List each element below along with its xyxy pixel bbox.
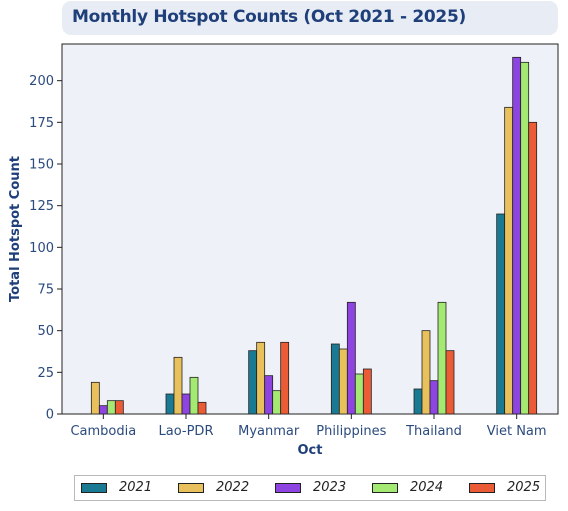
y-tick-label: 150 bbox=[29, 158, 54, 173]
y-tick-label: 125 bbox=[29, 199, 54, 214]
y-tick-label: 25 bbox=[37, 366, 54, 381]
bar bbox=[264, 375, 274, 415]
y-axis: 0 25 50 75 100 125 150 175 200 bbox=[29, 74, 62, 423]
bar bbox=[173, 356, 183, 415]
bar bbox=[165, 393, 175, 415]
x-tick-label: Cambodia bbox=[70, 424, 136, 439]
legend-label: 2021 bbox=[119, 480, 153, 495]
y-axis-title: Total Hotspot Count bbox=[8, 156, 23, 302]
y-tick-label: 75 bbox=[37, 283, 54, 298]
x-tick-label: Myanmar bbox=[238, 424, 300, 439]
bar bbox=[346, 301, 356, 415]
bar bbox=[90, 381, 100, 415]
y-tick-label: 0 bbox=[46, 408, 54, 423]
y-tick-label: 100 bbox=[29, 241, 54, 256]
legend-swatch bbox=[469, 483, 495, 493]
chart-title-box: Monthly Hotspot Counts (Oct 2021 - 2025) bbox=[62, 1, 558, 35]
bar bbox=[520, 61, 530, 415]
x-tick-label: Thailand bbox=[405, 424, 462, 439]
legend-label: 2024 bbox=[410, 480, 444, 495]
bar bbox=[256, 341, 266, 415]
x-axis-title: Oct bbox=[298, 443, 323, 458]
bar bbox=[445, 350, 455, 415]
x-tick-label: Lao-PDR bbox=[159, 424, 214, 439]
x-tick-label: Viet Nam bbox=[487, 424, 547, 439]
legend: 2021 2022 2023 2024 2025 bbox=[74, 475, 546, 501]
bar bbox=[280, 341, 290, 415]
bar bbox=[330, 343, 340, 415]
bar bbox=[354, 373, 364, 415]
y-tick-label: 50 bbox=[37, 324, 54, 339]
x-tick-label: Philippines bbox=[316, 424, 386, 439]
bar bbox=[512, 56, 522, 415]
legend-label: 2022 bbox=[216, 480, 250, 495]
bar bbox=[362, 368, 372, 415]
legend-label: 2025 bbox=[507, 480, 541, 495]
bar bbox=[338, 348, 348, 415]
legend-swatch bbox=[81, 483, 107, 493]
bar bbox=[496, 213, 506, 415]
bar bbox=[98, 405, 108, 415]
legend-swatch bbox=[178, 483, 204, 493]
y-tick-label: 200 bbox=[29, 74, 54, 89]
bar-chart: 0 25 50 75 100 125 150 175 200 Cambodia Lao-PDR My… bbox=[8, 43, 559, 458]
x-axis: Cambodia Lao-PDR Myanmar Philippines Thailan… bbox=[70, 414, 547, 439]
bar bbox=[181, 393, 191, 415]
legend-swatch bbox=[372, 483, 398, 493]
bar bbox=[528, 121, 538, 415]
legend-label: 2023 bbox=[313, 480, 347, 495]
bar bbox=[248, 350, 258, 415]
plot-area bbox=[61, 43, 559, 415]
bar bbox=[421, 330, 431, 415]
bars-group bbox=[90, 56, 538, 415]
bar bbox=[413, 388, 423, 415]
bar bbox=[106, 400, 116, 415]
bar bbox=[504, 106, 514, 415]
y-tick-label: 175 bbox=[29, 116, 54, 131]
bar bbox=[114, 400, 124, 415]
bar bbox=[197, 401, 207, 415]
bar bbox=[429, 380, 439, 415]
bar bbox=[272, 390, 282, 415]
legend-swatch bbox=[275, 483, 301, 493]
chart-title: Monthly Hotspot Counts (Oct 2021 - 2025) bbox=[72, 7, 466, 27]
bar bbox=[189, 376, 199, 415]
bar bbox=[437, 301, 447, 415]
